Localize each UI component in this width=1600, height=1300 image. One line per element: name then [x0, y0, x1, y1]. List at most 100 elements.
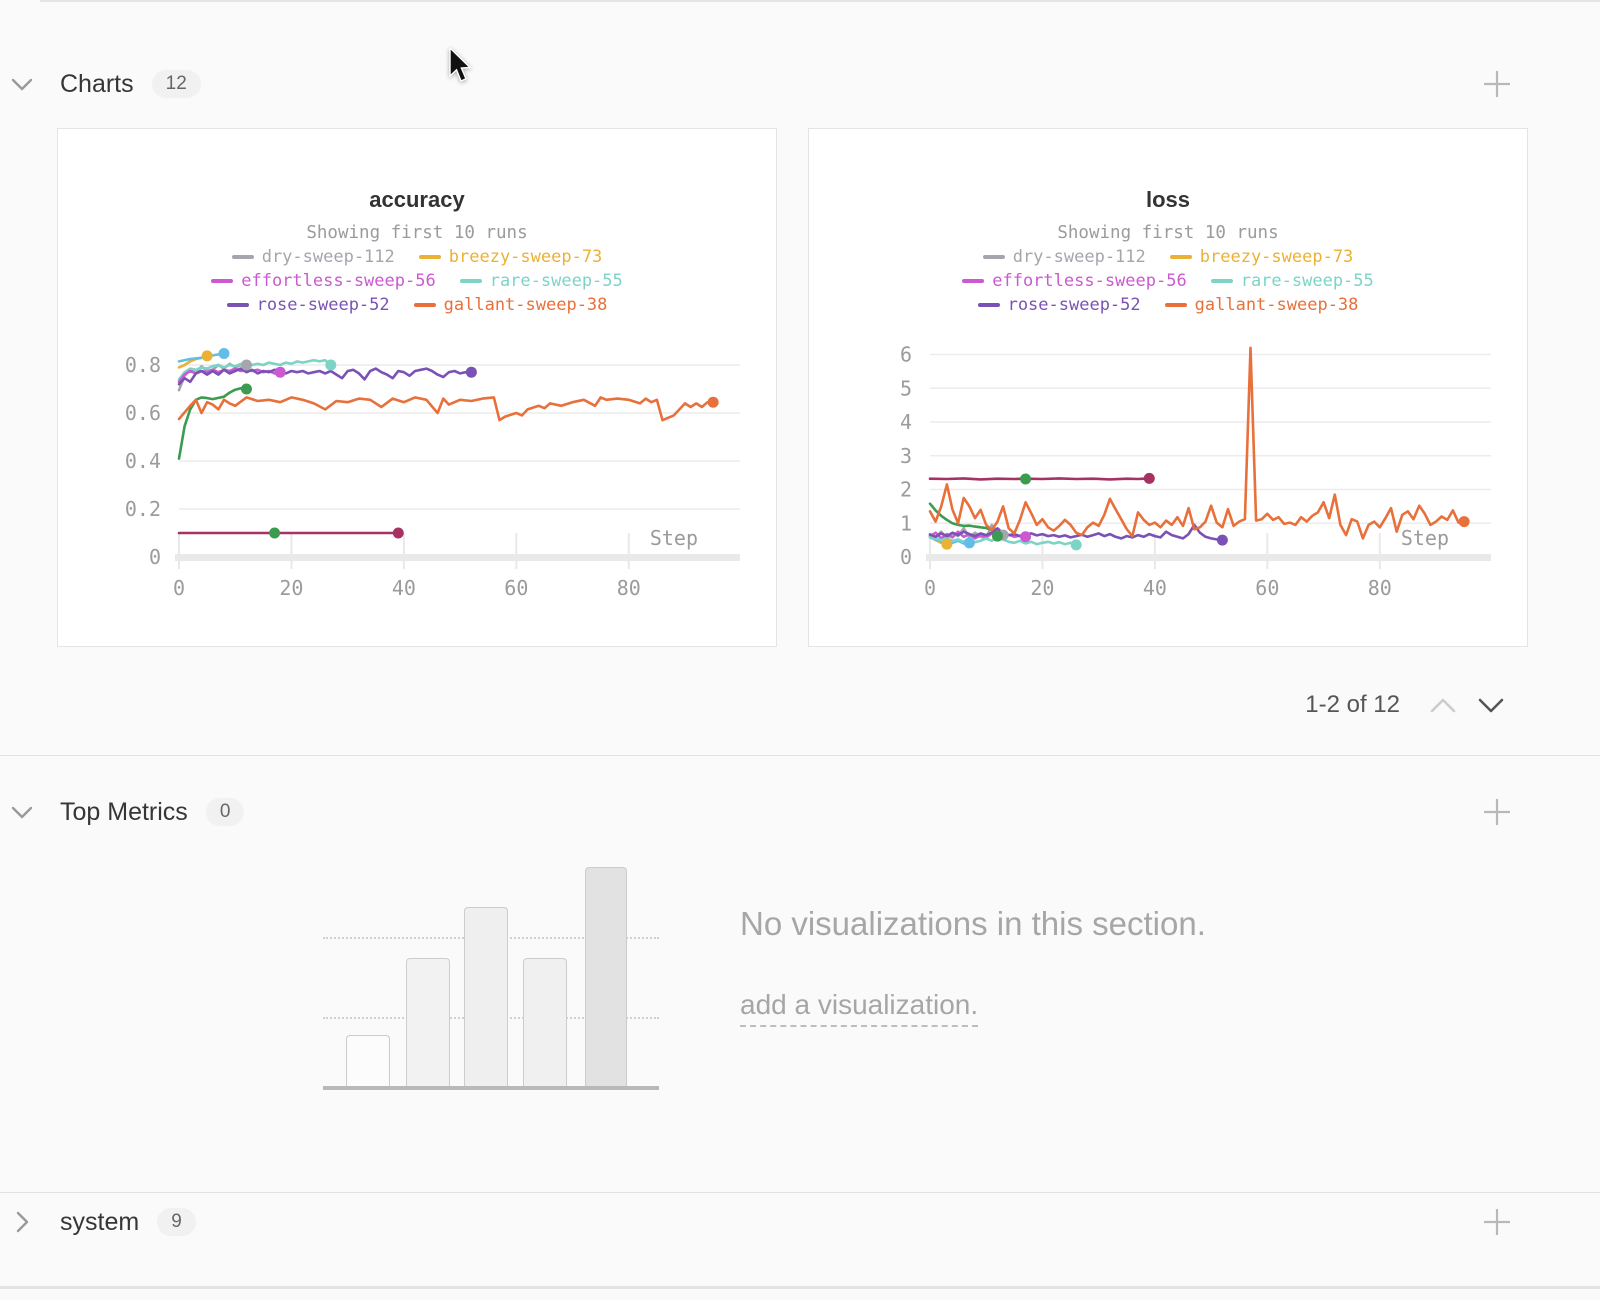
y-tick-label: 0.4: [125, 449, 161, 473]
empty-state-message: No visualizations in this section.: [740, 905, 1206, 942]
charts-collapse-chevron-down-icon[interactable]: [0, 78, 44, 91]
pagination-prev-chevron-up-icon[interactable]: [1426, 690, 1460, 720]
top-metrics-section-title: Top Metrics: [60, 797, 188, 826]
charts-pagination: 1-2 of 12: [0, 685, 1508, 725]
chart-subtitle: Showing first 10 runs: [306, 223, 528, 243]
y-tick-label: 4: [900, 410, 912, 434]
y-tick-label: 3: [900, 444, 912, 468]
series-line: [177, 358, 333, 381]
legend-item[interactable]: effortless-sweep-56: [211, 271, 436, 291]
series-end-dot: [218, 347, 230, 359]
chart-title: loss: [1145, 187, 1191, 212]
charts-add-panel-button[interactable]: [1479, 66, 1515, 102]
x-axis-label: Step: [650, 526, 698, 550]
legend-swatch: [977, 303, 1000, 307]
top-metrics-collapse-chevron-down-icon[interactable]: [0, 806, 44, 819]
system-expand-chevron-right-icon[interactable]: [0, 1211, 44, 1233]
series-marker-dot: [269, 527, 281, 539]
x-tick-label: 0: [924, 576, 936, 600]
series-end-dot: [274, 366, 286, 378]
legend-label: rose-sweep-52: [1007, 295, 1141, 315]
legend-swatch: [962, 279, 985, 283]
top-metrics-section-header: Top Metrics 0: [0, 788, 1600, 836]
y-tick-label: 5: [900, 376, 912, 400]
legend-label: rare-sweep-55: [489, 271, 623, 291]
chart-panel-accuracy[interactable]: accuracy Showing first 10 runs dry-sweep…: [57, 128, 777, 647]
series-line: [928, 477, 1151, 481]
legend-item[interactable]: rare-sweep-55: [459, 271, 623, 291]
legend-label: breezy-sweep-73: [448, 247, 603, 267]
legend-swatch: [231, 255, 254, 259]
x-axis-label: Step: [1401, 526, 1449, 550]
y-tick-label: 0: [900, 545, 912, 569]
legend-item[interactable]: breezy-sweep-73: [418, 247, 603, 267]
legend-label: rare-sweep-55: [1240, 271, 1374, 291]
legend-item[interactable]: rare-sweep-55: [1210, 271, 1374, 291]
legend-item[interactable]: effortless-sweep-56: [962, 271, 1187, 291]
legend-label: dry-sweep-112: [1012, 247, 1146, 267]
x-tick-label: 0: [173, 576, 185, 600]
x-tick-label: 20: [279, 576, 303, 600]
series-line: [177, 367, 473, 386]
series-end-dot: [991, 530, 1003, 542]
legend-swatch: [418, 255, 441, 259]
y-tick-label: 0.8: [125, 353, 161, 377]
legend-swatch: [1164, 303, 1187, 307]
series-end-dot: [465, 366, 477, 378]
system-add-panel-button[interactable]: [1479, 1204, 1515, 1240]
pagination-next-chevron-down-icon[interactable]: [1474, 690, 1508, 720]
legend-item[interactable]: rose-sweep-52: [226, 295, 390, 315]
top-metrics-add-panel-button[interactable]: [1479, 794, 1515, 830]
x-tick-label: 60: [504, 576, 528, 600]
legend-label: gallant-sweep-38: [443, 295, 608, 315]
chart-title: accuracy: [369, 187, 465, 212]
legend-label: rose-sweep-52: [256, 295, 390, 315]
series-end-dot: [1216, 534, 1228, 546]
legend-item[interactable]: rose-sweep-52: [977, 295, 1141, 315]
legend-swatch: [982, 255, 1005, 259]
legend-label: effortless-sweep-56: [992, 271, 1187, 291]
series-end-dot: [707, 396, 719, 408]
legend-item[interactable]: dry-sweep-112: [982, 247, 1146, 267]
accuracy-plot: 0 0.2 0.4 0.6 0.8 0 20 40 60 80 Step: [125, 347, 740, 600]
bottom-divider: [0, 1286, 1600, 1289]
legend-item[interactable]: breezy-sweep-73: [1169, 247, 1354, 267]
top-metrics-count-badge: 0: [205, 798, 245, 826]
legend-swatch: [1169, 255, 1192, 259]
series-line: [177, 352, 226, 363]
legend-item[interactable]: gallant-sweep-38: [1164, 295, 1358, 315]
pagination-label: 1-2 of 12: [1305, 691, 1400, 718]
x-tick-label: 80: [617, 576, 641, 600]
y-tick-label: 2: [900, 478, 912, 502]
legend-item[interactable]: gallant-sweep-38: [413, 295, 608, 315]
charts-count-badge: 12: [151, 70, 201, 98]
y-tick-label: 0.6: [125, 401, 161, 425]
series-end-dot: [1020, 531, 1032, 543]
charts-section-title: Charts: [60, 69, 134, 98]
empty-state: No visualizations in this section. add a…: [740, 905, 1206, 1027]
series-line: [928, 346, 1466, 540]
y-tick-label: 1: [900, 511, 912, 535]
legend-label: breezy-sweep-73: [1199, 247, 1354, 267]
legend-swatch: [211, 279, 234, 283]
series-end-dot: [941, 538, 953, 550]
system-count-badge: 9: [157, 1208, 196, 1236]
series-end-dot: [1070, 539, 1082, 551]
y-tick-label: 0.2: [125, 497, 161, 521]
series-end-dot: [963, 537, 975, 549]
x-tick-label: 80: [1368, 576, 1392, 600]
x-tick-label: 40: [392, 576, 416, 600]
series-end-dot: [240, 383, 252, 395]
y-tick-label: 6: [900, 343, 912, 367]
section-divider: [0, 755, 1600, 756]
legend-item[interactable]: dry-sweep-112: [231, 247, 395, 267]
legend-swatch: [1210, 279, 1233, 283]
add-visualization-link[interactable]: add a visualization.: [740, 989, 979, 1027]
chart-panel-loss[interactable]: loss Showing first 10 runs dry-sweep-112…: [808, 128, 1528, 647]
section-divider: [0, 1192, 1600, 1193]
system-section-title: system: [60, 1207, 140, 1236]
series-end-dot: [1458, 516, 1470, 528]
legend-label: effortless-sweep-56: [241, 271, 436, 291]
